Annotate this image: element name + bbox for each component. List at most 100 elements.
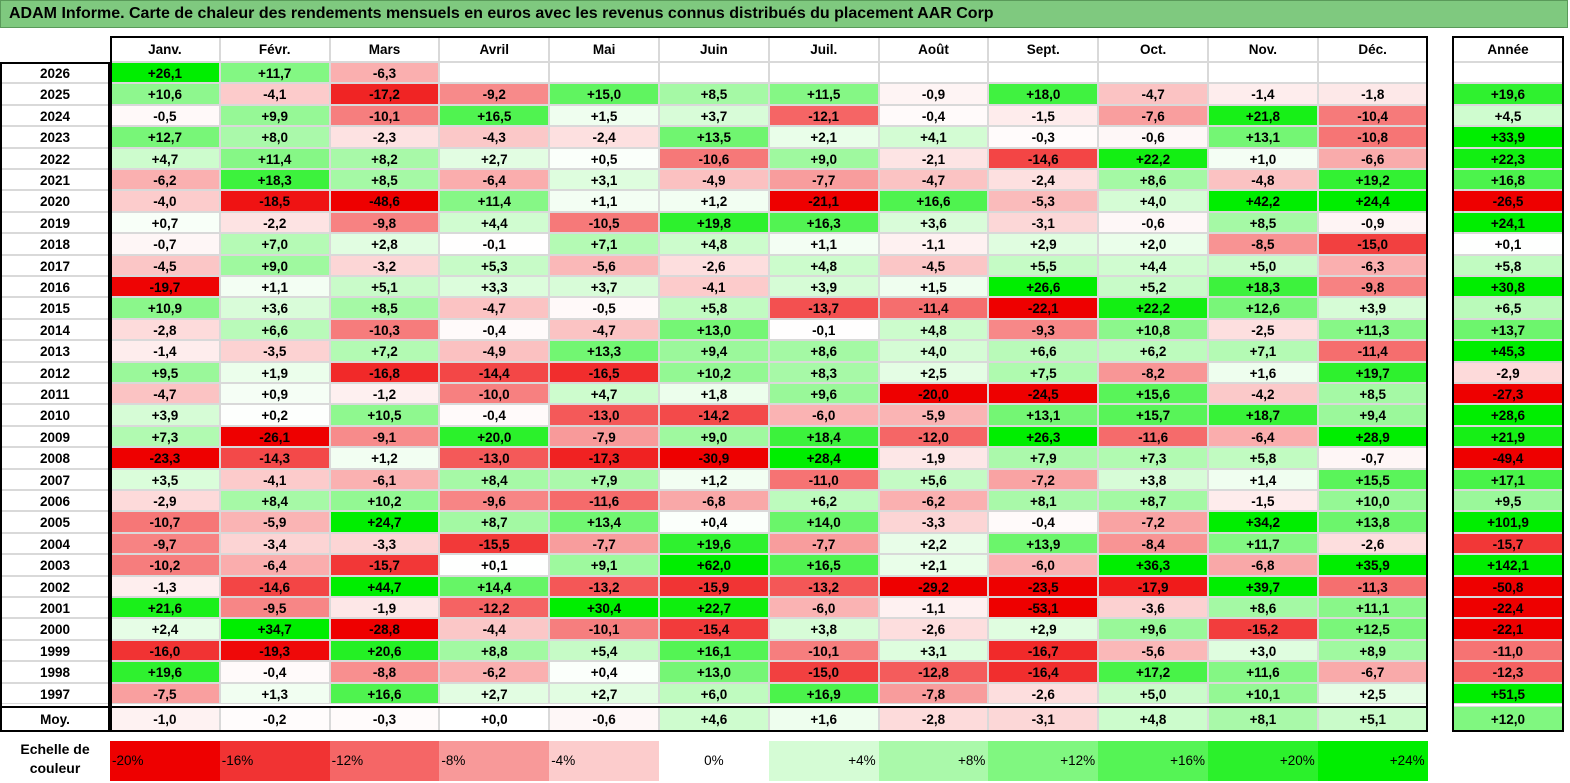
heatmap-cell: +24,4 [1317,190,1428,212]
average-cell: +4,8 [1098,706,1208,732]
heatmap-cell: +1,6 [1208,361,1318,383]
heatmap-cell: +2,5 [1317,682,1428,704]
column-header: Juin [659,36,769,62]
heatmap-cell [768,62,879,84]
heatmap-cell: -17,3 [549,447,659,469]
heatmap-cell: -17,9 [1098,575,1208,597]
heatmap-cell: +2,7 [439,147,550,169]
heatmap-cell: +15,7 [1098,404,1208,426]
heatmap-cell: +0,7 [110,211,220,234]
heatmap-cell: -4,7 [549,318,659,341]
heatmap-cell: +13,4 [549,511,659,533]
heatmap-cell: -12,8 [878,661,989,683]
heatmap-cell: -15,0 [768,661,879,683]
heatmap-cell: +6,0 [659,682,769,704]
heatmap-cell: +62,0 [659,554,769,576]
year-cell: +24,1 [1452,211,1564,234]
chart-title: ADAM Informe. Carte de chaleur des rende… [0,0,1568,28]
heatmap-cell: +18,4 [768,425,879,448]
average-cell: +0,0 [439,706,550,732]
heatmap-cell: -5,6 [1098,639,1208,662]
heatmap-cell: +9,1 [549,554,659,576]
heatmap-cell: +15,0 [549,83,659,105]
year-cell: +22,3 [1452,147,1564,169]
heatmap-cell: +2,7 [549,682,659,704]
heatmap-cell: -7,8 [878,682,989,704]
heatmap-cell: -6,2 [110,169,220,191]
heatmap-cell: -5,3 [988,190,1099,212]
heatmap-cell: +36,3 [1098,554,1208,576]
heatmap-cell: +3,3 [439,276,550,298]
column-header: Juil. [768,36,879,62]
average-cell: -2,8 [878,706,989,732]
heatmap-cell: +16,1 [659,639,769,662]
heatmap-cell: +13,9 [988,532,1099,555]
heatmap-cell: -6,8 [659,490,769,512]
heatmap-cell: -2,8 [110,318,220,341]
heatmap-cell: -1,4 [1208,83,1318,105]
row-label: 2000 [0,618,110,640]
row-label: 2015 [0,297,110,319]
heatmap-cell: +34,2 [1208,511,1318,533]
heatmap-cell: -26,1 [219,425,330,448]
heatmap-cell: +18,0 [988,83,1099,105]
heatmap-cell: -24,5 [988,383,1099,405]
year-cell: +13,7 [1452,318,1564,341]
heatmap-cell: -9,8 [1317,276,1428,298]
year-cell: -11,0 [1452,639,1564,662]
heatmap-cell: +8,5 [659,83,769,105]
heatmap-cell: -4,4 [439,618,550,640]
heatmap-cell: -10,1 [768,639,879,662]
heatmap-cell: +3,1 [549,169,659,191]
row-label: 1998 [0,661,110,683]
column-header: Avril [439,36,550,62]
row-label: 2012 [0,361,110,383]
heatmap-cell: +4,4 [439,211,550,234]
heatmap-cell: +22,2 [1098,147,1208,169]
heatmap-cell: -4,7 [439,297,550,319]
heatmap-cell: -1,5 [1208,490,1318,512]
heatmap-cell: -0,4 [878,104,989,127]
heatmap-cell: +6,6 [988,340,1099,362]
heatmap-cell: -2,9 [110,490,220,512]
heatmap-cell: -1,2 [329,383,440,405]
heatmap-cell: +12,6 [1208,297,1318,319]
heatmap-cell: +3,9 [1317,297,1428,319]
heatmap-cell [1208,62,1318,84]
heatmap-cell: +2,1 [768,126,879,148]
heatmap-cell: -6,3 [1317,254,1428,276]
heatmap-cell: -4,2 [1208,383,1318,405]
heatmap-cell: +2,0 [1098,233,1208,255]
heatmap-cell: +16,6 [878,190,989,212]
heatmap-cell: -13,0 [549,404,659,426]
average-year-cell: +12,0 [1452,706,1564,732]
heatmap-cell: -9,7 [110,532,220,555]
column-header: Déc. [1317,36,1428,62]
year-cell: +5,8 [1452,254,1564,276]
heatmap-cell: +7,2 [329,340,440,362]
row-label: 2023 [0,126,110,148]
heatmap-cell: +3,0 [1208,639,1318,662]
heatmap-cell: +11,4 [219,147,330,169]
heatmap-cell: +17,2 [1098,661,1208,683]
average-cell: -0,2 [219,706,330,732]
heatmap-cell: +20,6 [329,639,440,662]
heatmap-cell: -2,6 [988,682,1099,704]
heatmap-cell: +18,3 [1208,276,1318,298]
heatmap-cell: +15,6 [1098,383,1208,405]
heatmap-cell: +16,5 [439,104,550,127]
heatmap-cell: -16,8 [329,361,440,383]
average-cell: +8,1 [1208,706,1318,732]
heatmap-cell: -10,8 [1317,126,1428,148]
average-cell: +1,6 [768,706,879,732]
heatmap-cell: +1,1 [549,190,659,212]
year-cell: +142,1 [1452,554,1564,576]
heatmap-cell: +19,2 [1317,169,1428,191]
heatmap-cell: +1,5 [878,276,989,298]
year-cell [1452,62,1564,84]
heatmap-cell: +4,4 [1098,254,1208,276]
heatmap-cell: -16,5 [549,361,659,383]
heatmap-cell: +26,6 [988,276,1099,298]
legend-swatch: +16% [1098,741,1208,781]
heatmap-cell: +18,3 [219,169,330,191]
